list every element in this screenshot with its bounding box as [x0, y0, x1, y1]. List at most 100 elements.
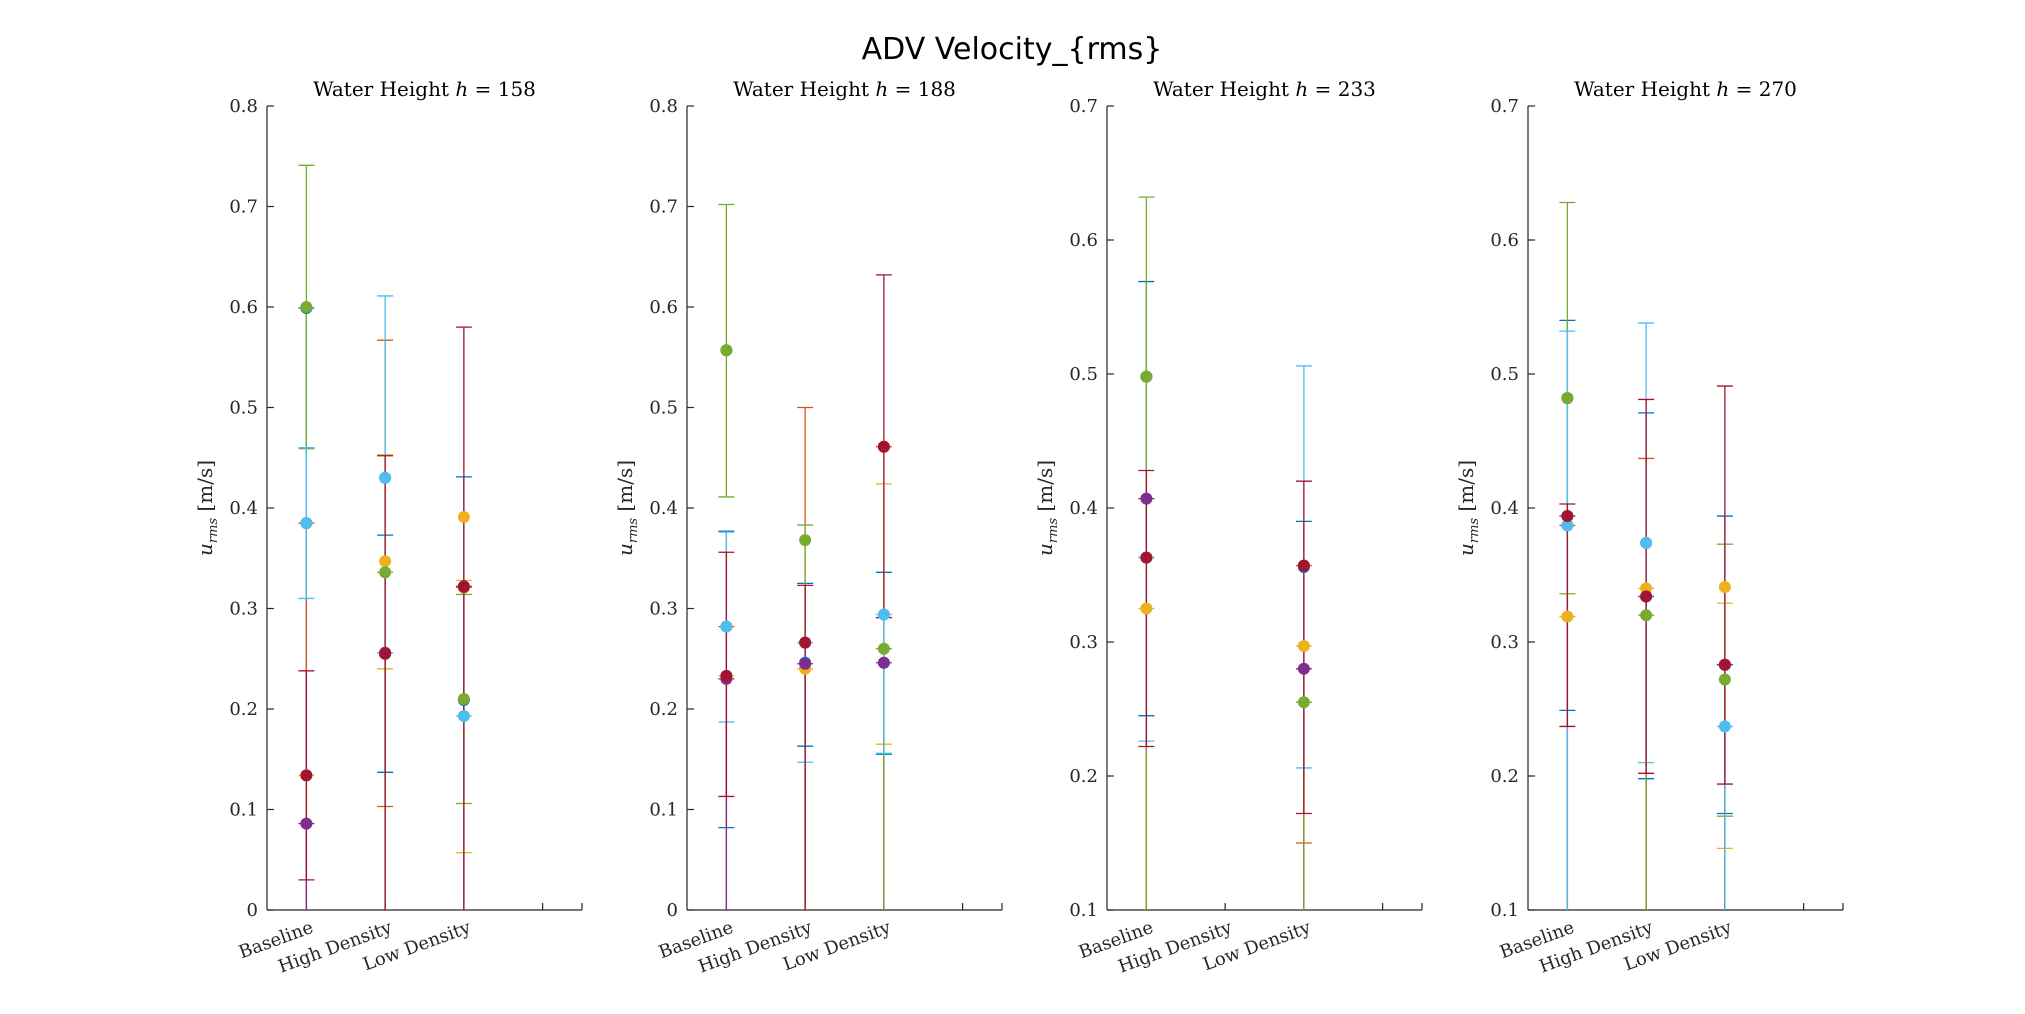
panel-270: Water Height h = 270 0.1 0.2 0.3 0.4 0.5 0.6 0.… [1454, 77, 1844, 978]
panel-233: Water Height h = 233 0.1 0.2 0.3 0.4 0.5 0.6 0.… [1033, 77, 1423, 978]
data-point-cyan [720, 620, 733, 633]
data-point-cyan [1718, 720, 1731, 733]
data-point-cyan [379, 471, 392, 484]
panel-title-prefix: Water Height [313, 77, 455, 101]
y-tick-label: 0.1 [1490, 900, 1519, 921]
data-point-green [1140, 370, 1153, 383]
panel-title-value: 158 [498, 77, 536, 101]
y-tick-label: 0.6 [1490, 230, 1519, 251]
data-point-red [799, 636, 812, 649]
data-point-purple [799, 657, 812, 670]
panel-title-eq: = [1308, 77, 1337, 101]
data-point-green [877, 642, 890, 655]
series-red [718, 274, 892, 910]
panel-title: Water Height h = 158 [313, 77, 536, 101]
panel-158: Water Height h = 158 0 0.1 0.2 0.3 0.4 0.5 0.6 0… [193, 77, 583, 978]
panel-title-prefix: Water Height [733, 77, 875, 101]
y-axis-label-sub: rms [626, 518, 641, 544]
y-axis-label: urms [m/s] [1033, 460, 1061, 556]
y-axis-label-symbol: u [1033, 543, 1057, 556]
data-point-green [720, 344, 733, 357]
figure-title: ADV Velocity_{rms} [862, 32, 1163, 67]
y-tick-label: 0.4 [1069, 498, 1098, 519]
y-axis-label: urms [m/s] [613, 460, 641, 556]
data-point-purple [1140, 492, 1153, 505]
y-tick-label: 0.3 [1490, 632, 1519, 653]
y-tick-label: 0.5 [229, 398, 258, 419]
data-point-green [1297, 696, 1310, 709]
data-point-green [300, 301, 313, 313]
y-axis-label-sub: rms [1046, 518, 1061, 544]
panel-188: Water Height h = 188 0 0.1 0.2 0.3 0.4 0.5 0.6 0… [613, 77, 1003, 978]
series-green [1138, 196, 1312, 910]
panel-title-prefix: Water Height [1574, 77, 1716, 101]
panel-title-var: h [455, 77, 468, 101]
y-tick-label: 0.8 [229, 96, 258, 117]
series-orange [1138, 556, 1312, 910]
data-point-cyan [300, 517, 313, 530]
data-point-red [379, 647, 392, 660]
panel-title-eq: = [888, 77, 917, 101]
y-tick-label: 0.6 [229, 297, 258, 318]
series-yellow [1138, 607, 1312, 910]
panel-title-value: 270 [1759, 77, 1797, 101]
panel-title-eq: = [1729, 77, 1758, 101]
series-cyan [1138, 365, 1312, 769]
panel-title-var: h [1716, 77, 1729, 101]
data-point-red [877, 440, 890, 453]
panel-title-var: h [875, 77, 888, 101]
y-axis-label-unit: [m/s] [193, 460, 217, 518]
data-point-yellow [457, 511, 470, 524]
y-tick-label: 0.7 [229, 197, 258, 218]
panel-title-value: 188 [918, 77, 956, 101]
data-point-purple [1297, 662, 1310, 675]
data-point-green [799, 534, 812, 547]
panel-title: Water Height h = 233 [1153, 77, 1376, 101]
data-point-green [379, 566, 392, 579]
y-axis-label-symbol: u [193, 543, 217, 556]
data-point-red [1718, 658, 1731, 671]
y-tick-label: 0.5 [1490, 364, 1519, 385]
data-point-yellow [1140, 602, 1153, 615]
y-tick-label: 0.6 [649, 297, 678, 318]
data-point-yellow [1718, 581, 1731, 594]
data-point-red [1140, 551, 1153, 564]
y-tick-label: 0.3 [649, 599, 678, 620]
data-point-cyan [457, 710, 470, 723]
y-axis-label-unit: [m/s] [1454, 460, 1478, 518]
panel-title-value: 233 [1338, 77, 1376, 101]
y-axis-label-symbol: u [613, 543, 637, 556]
data-point-red [720, 669, 733, 682]
panel-title-eq: = [468, 77, 497, 101]
y-axis-label-sub: rms [1467, 518, 1482, 544]
data-point-green [1640, 609, 1653, 622]
y-tick-label: 0.4 [1490, 498, 1519, 519]
data-point-purple [300, 817, 313, 830]
series-blue [1138, 280, 1312, 910]
y-tick-label: 0.7 [1069, 96, 1098, 117]
y-tick-label: 0 [247, 900, 258, 921]
y-tick-label: 0.3 [1069, 632, 1098, 653]
data-point-red [1640, 590, 1653, 603]
data-point-green [457, 692, 470, 705]
data-point-cyan [1561, 519, 1574, 532]
panel-title: Water Height h = 270 [1574, 77, 1797, 101]
panel-title-prefix: Water Height [1153, 77, 1295, 101]
y-tick-label: 0.1 [229, 800, 258, 821]
y-axis-label-sub: rms [206, 518, 221, 544]
y-tick-label: 0.8 [649, 96, 678, 117]
y-axis-label: urms [m/s] [1454, 460, 1482, 556]
y-tick-label: 0.4 [229, 498, 258, 519]
y-tick-label: 0.2 [229, 699, 258, 720]
y-tick-label: 0.2 [1069, 766, 1098, 787]
y-axis-label-unit: [m/s] [613, 460, 637, 518]
y-tick-label: 0.7 [649, 197, 678, 218]
data-point-red [1297, 559, 1310, 572]
y-axis-label-unit: [m/s] [1033, 460, 1057, 518]
panel-title-var: h [1295, 77, 1308, 101]
y-tick-label: 0.1 [1069, 900, 1098, 921]
y-tick-label: 0.4 [649, 498, 678, 519]
y-tick-label: 0.5 [649, 398, 678, 419]
data-point-green [1561, 392, 1574, 405]
